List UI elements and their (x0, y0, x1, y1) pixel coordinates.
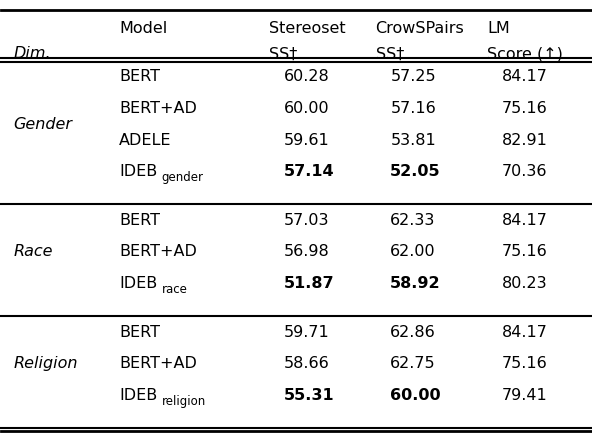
Text: ADELE: ADELE (119, 133, 172, 148)
Text: gender: gender (162, 171, 204, 184)
Text: CrowSPairs: CrowSPairs (375, 21, 464, 36)
Text: 57.03: 57.03 (284, 213, 330, 228)
Text: 75.16: 75.16 (502, 356, 548, 371)
Text: IDEB: IDEB (119, 276, 157, 291)
Text: BERT+AD: BERT+AD (119, 101, 197, 116)
Text: Religion: Religion (13, 356, 78, 371)
Text: race: race (162, 283, 188, 296)
Text: BERT+AD: BERT+AD (119, 356, 197, 371)
Text: religion: religion (162, 395, 206, 408)
Text: BERT: BERT (119, 213, 160, 228)
Text: 59.61: 59.61 (284, 133, 330, 148)
Text: 82.91: 82.91 (502, 133, 548, 148)
Text: 55.31: 55.31 (284, 388, 335, 403)
Text: 84.17: 84.17 (502, 325, 548, 339)
Text: SS†: SS† (269, 46, 298, 61)
Text: 59.71: 59.71 (284, 325, 330, 339)
Text: 79.41: 79.41 (502, 388, 548, 403)
Text: 70.36: 70.36 (502, 164, 548, 180)
Text: IDEB: IDEB (119, 388, 157, 403)
Text: 58.66: 58.66 (284, 356, 330, 371)
Text: 62.33: 62.33 (390, 213, 436, 228)
Text: BERT+AD: BERT+AD (119, 244, 197, 259)
Text: 56.98: 56.98 (284, 244, 330, 259)
Text: 84.17: 84.17 (502, 213, 548, 228)
Text: 75.16: 75.16 (502, 101, 548, 116)
Text: 60.28: 60.28 (284, 69, 330, 84)
Text: Stereoset: Stereoset (269, 21, 346, 36)
Text: 51.87: 51.87 (284, 276, 335, 291)
Text: IDEB: IDEB (119, 164, 157, 180)
Text: BERT: BERT (119, 69, 160, 84)
Text: 62.75: 62.75 (390, 356, 436, 371)
Text: LM: LM (487, 21, 510, 36)
Text: Gender: Gender (13, 117, 72, 132)
Text: Race: Race (13, 244, 53, 259)
Text: 62.86: 62.86 (390, 325, 436, 339)
Text: 84.17: 84.17 (502, 69, 548, 84)
Text: 53.81: 53.81 (390, 133, 436, 148)
Text: 57.16: 57.16 (390, 101, 436, 116)
Text: Dim.: Dim. (13, 46, 51, 61)
Text: SS†: SS† (375, 46, 404, 61)
Text: 75.16: 75.16 (502, 244, 548, 259)
Text: 52.05: 52.05 (390, 164, 441, 180)
Text: 57.14: 57.14 (284, 164, 335, 180)
Text: 80.23: 80.23 (502, 276, 548, 291)
Text: Model: Model (119, 21, 168, 36)
Text: BERT: BERT (119, 325, 160, 339)
Text: 62.00: 62.00 (390, 244, 436, 259)
Text: 57.25: 57.25 (390, 69, 436, 84)
Text: 60.00: 60.00 (390, 388, 441, 403)
Text: Score (↑): Score (↑) (487, 46, 564, 61)
Text: 60.00: 60.00 (284, 101, 330, 116)
Text: 58.92: 58.92 (390, 276, 441, 291)
